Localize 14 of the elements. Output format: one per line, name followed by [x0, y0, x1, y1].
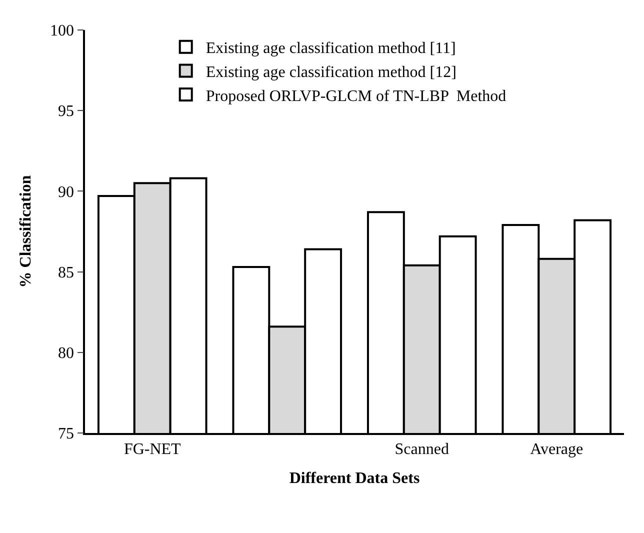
legend-label: Proposed ORLVP-GLCM of TN-LBP Method	[206, 88, 506, 105]
legend-label: Existing age classification method [11]	[206, 40, 456, 58]
y-tick-label: 95	[58, 103, 74, 120]
y-tick-label: 85	[58, 264, 74, 282]
legend-label: Existing age classification method [12]	[206, 64, 456, 81]
y-tick-label: 80	[58, 345, 74, 362]
y-tick-label: 90	[58, 184, 74, 201]
x-axis-title: Different Data Sets	[289, 470, 420, 488]
x-tick-label: Average	[530, 440, 584, 458]
y-axis-title: % Classification	[17, 175, 34, 288]
x-tick-label: Scanned	[394, 440, 449, 458]
y-tick-label: 75	[58, 426, 74, 443]
y-tick-label: 100	[50, 22, 74, 40]
x-tick-label: FG-NET	[124, 440, 182, 458]
